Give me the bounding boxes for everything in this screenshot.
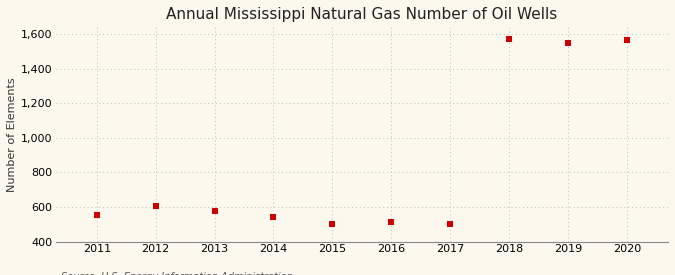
Point xyxy=(91,213,102,217)
Point xyxy=(504,37,514,42)
Y-axis label: Number of Elements: Number of Elements xyxy=(7,77,17,192)
Point xyxy=(386,219,397,224)
Point xyxy=(445,222,456,226)
Text: Source: U.S. Energy Information Administration: Source: U.S. Energy Information Administ… xyxy=(61,273,292,275)
Point xyxy=(151,204,161,208)
Point xyxy=(622,38,632,42)
Point xyxy=(268,215,279,219)
Point xyxy=(209,208,220,213)
Title: Annual Mississippi Natural Gas Number of Oil Wells: Annual Mississippi Natural Gas Number of… xyxy=(166,7,558,22)
Point xyxy=(562,41,573,45)
Point xyxy=(327,222,338,226)
